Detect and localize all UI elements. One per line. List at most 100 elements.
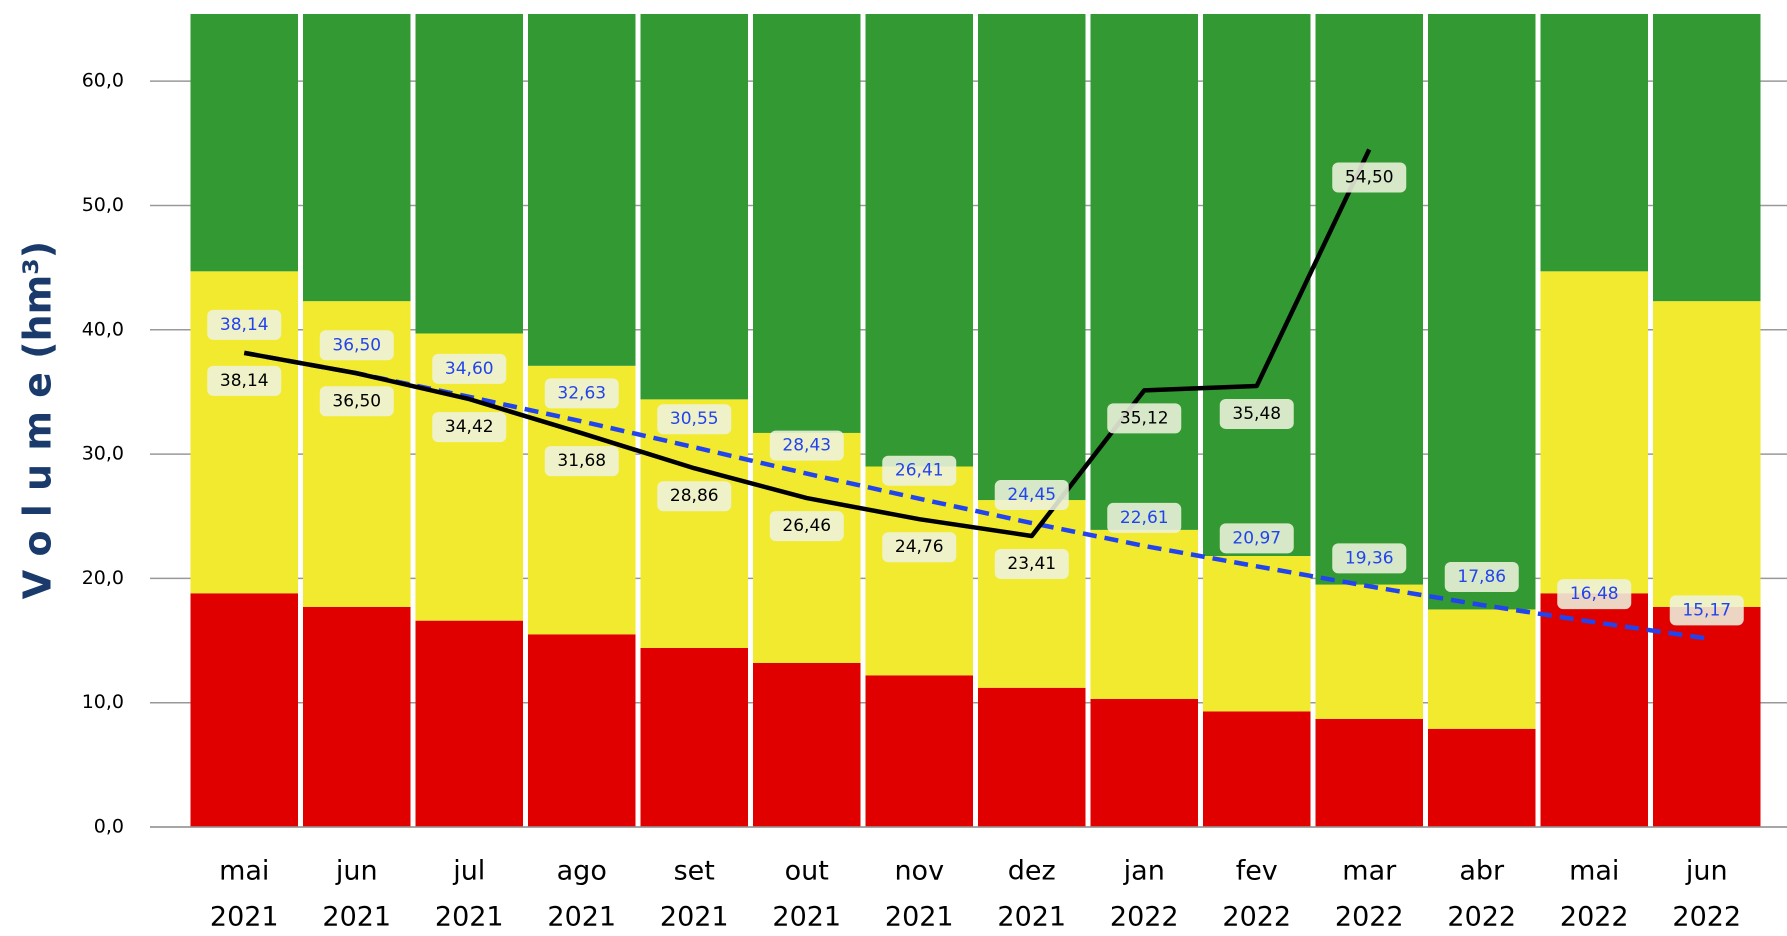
- label-box: [882, 532, 957, 563]
- label-box: [1219, 398, 1294, 429]
- bar-segment: [528, 14, 636, 366]
- x-tick-label: ago: [557, 856, 607, 887]
- bar-segment: [303, 14, 411, 302]
- data-label: 17,86: [1457, 567, 1506, 587]
- bar-segment: [1653, 301, 1761, 607]
- bar-segment: [190, 14, 298, 272]
- data-label: 26,41: [895, 461, 944, 481]
- y-tick-label: 0,0: [94, 816, 124, 838]
- bar-segment: [415, 14, 523, 334]
- x-tick-label: 2022: [1672, 902, 1741, 933]
- data-label: 30,55: [670, 409, 719, 429]
- data-label: 32,63: [557, 383, 606, 403]
- bar-segment: [1203, 556, 1311, 712]
- data-label: 22,61: [1120, 508, 1169, 528]
- bar-segment: [1203, 711, 1311, 827]
- x-tick-label: nov: [894, 856, 944, 887]
- label-box: [657, 481, 732, 512]
- bar-segment: [1203, 14, 1311, 556]
- y-tick-label: 10,0: [82, 691, 124, 713]
- label-box: [769, 430, 844, 461]
- x-tick-label: 2021: [547, 902, 616, 933]
- bar-segment: [1428, 609, 1536, 729]
- x-tick-label: mar: [1342, 856, 1397, 887]
- bar-segment: [1428, 14, 1536, 610]
- bar-segment: [528, 365, 636, 635]
- x-tick-label: 2022: [1110, 902, 1179, 933]
- data-label: 23,41: [1007, 554, 1056, 574]
- label-box: [1332, 543, 1407, 574]
- data-label: 54,50: [1345, 168, 1394, 188]
- x-tick-label: out: [785, 856, 829, 887]
- data-label: 35,12: [1120, 408, 1169, 428]
- label-box: [1107, 403, 1182, 434]
- bar-segment: [1653, 606, 1761, 827]
- bar-segment: [978, 14, 1086, 501]
- x-tick-label: 2021: [435, 902, 504, 933]
- label-box: [1332, 162, 1407, 193]
- x-tick-label: 2022: [1335, 902, 1404, 933]
- x-tick-label: dez: [1008, 856, 1056, 887]
- label-box: [657, 404, 732, 435]
- label-box: [882, 455, 957, 486]
- y-axis-label: V o l u m e (hm³): [16, 241, 60, 599]
- x-tick-label: 2021: [322, 902, 391, 933]
- bar-segment: [753, 14, 861, 433]
- data-label: 16,48: [1570, 584, 1619, 604]
- data-label: 34,42: [445, 417, 494, 437]
- x-tick-label: abr: [1459, 856, 1505, 887]
- data-label: 26,46: [782, 516, 831, 536]
- x-tick-label: 2021: [997, 902, 1066, 933]
- line-series: [243, 350, 1708, 641]
- x-tick-label: jan: [1123, 856, 1165, 887]
- data-label: 31,68: [557, 451, 606, 471]
- bar-segment: [1540, 593, 1648, 827]
- data-label: 38,14: [220, 371, 269, 391]
- bar-segment: [1090, 14, 1198, 530]
- bar-segment: [303, 606, 411, 827]
- data-label: 36,50: [332, 391, 381, 411]
- bar-segment: [978, 687, 1086, 827]
- label-box: [769, 511, 844, 542]
- data-label: 38,14: [220, 315, 269, 335]
- bar-segment: [865, 675, 973, 827]
- x-tick-label: set: [674, 856, 715, 887]
- line-series: [243, 148, 1372, 539]
- label-box: [319, 330, 394, 361]
- label-box: [994, 548, 1069, 579]
- bar-segment: [865, 14, 973, 467]
- bar-segment: [528, 634, 636, 827]
- x-tick-label: 2021: [885, 902, 954, 933]
- label-box: [1669, 595, 1744, 626]
- data-label: 36,50: [332, 335, 381, 355]
- data-label: 34,60: [445, 359, 494, 379]
- label-box: [544, 446, 619, 477]
- bar-segment: [753, 662, 861, 827]
- bar-segment: [640, 14, 748, 400]
- x-tick-label: jun: [335, 856, 378, 887]
- data-label: 15,17: [1682, 600, 1731, 620]
- x-tick-label: mai: [1569, 856, 1619, 887]
- data-label: 28,86: [670, 486, 719, 506]
- bar-segment: [865, 466, 973, 676]
- bar-segment: [640, 647, 748, 827]
- x-tick-label: 2022: [1447, 902, 1516, 933]
- y-tick-label: 40,0: [82, 318, 124, 340]
- bar-segment: [190, 593, 298, 827]
- bar-segment: [1090, 529, 1198, 699]
- bar-segment: [1540, 14, 1648, 272]
- data-label: 20,97: [1232, 528, 1281, 548]
- x-tick-label: 2022: [1560, 902, 1629, 933]
- label-box: [432, 353, 507, 384]
- bar-segment: [1540, 271, 1648, 594]
- label-box: [1107, 502, 1182, 533]
- label-box: [207, 309, 282, 340]
- y-tick-label: 30,0: [82, 443, 124, 465]
- data-label: 35,48: [1232, 404, 1281, 424]
- data-label: 24,45: [1007, 485, 1056, 505]
- label-box: [544, 378, 619, 409]
- label-box: [1557, 579, 1632, 610]
- y-tick-label: 20,0: [82, 567, 124, 589]
- label-box: [432, 412, 507, 443]
